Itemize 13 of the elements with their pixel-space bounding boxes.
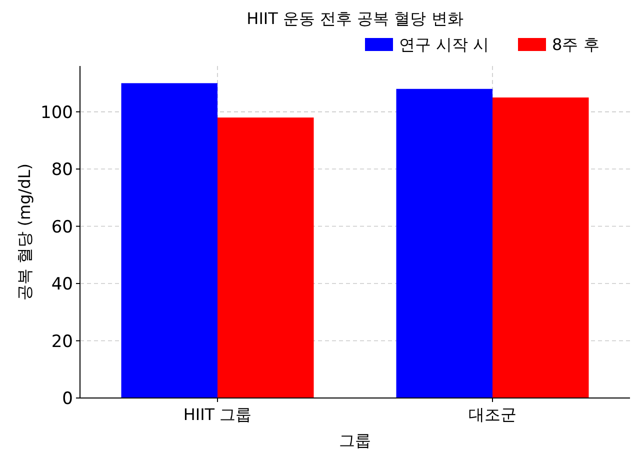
legend-label: 연구 시작 시 <box>399 35 490 54</box>
y-tick-label: 80 <box>51 160 73 180</box>
y-tick-label: 60 <box>51 217 73 238</box>
y-tick-label: 0 <box>62 389 73 409</box>
y-tick-label: 20 <box>51 332 73 352</box>
x-tick-label: HIIT 그룹 <box>183 405 252 424</box>
y-tick-label: 40 <box>51 274 73 295</box>
y-axis-title: 공복 혈당 (mg/dL) <box>15 164 34 300</box>
x-tick-label: 대조군 <box>468 405 516 424</box>
chart-title: HIIT 운동 전후 공복 혈당 변화 <box>246 9 464 28</box>
legend-label: 8주 후 <box>552 35 600 54</box>
x-axis-title: 그룹 <box>339 431 371 450</box>
y-tick-label: 100 <box>40 102 73 123</box>
